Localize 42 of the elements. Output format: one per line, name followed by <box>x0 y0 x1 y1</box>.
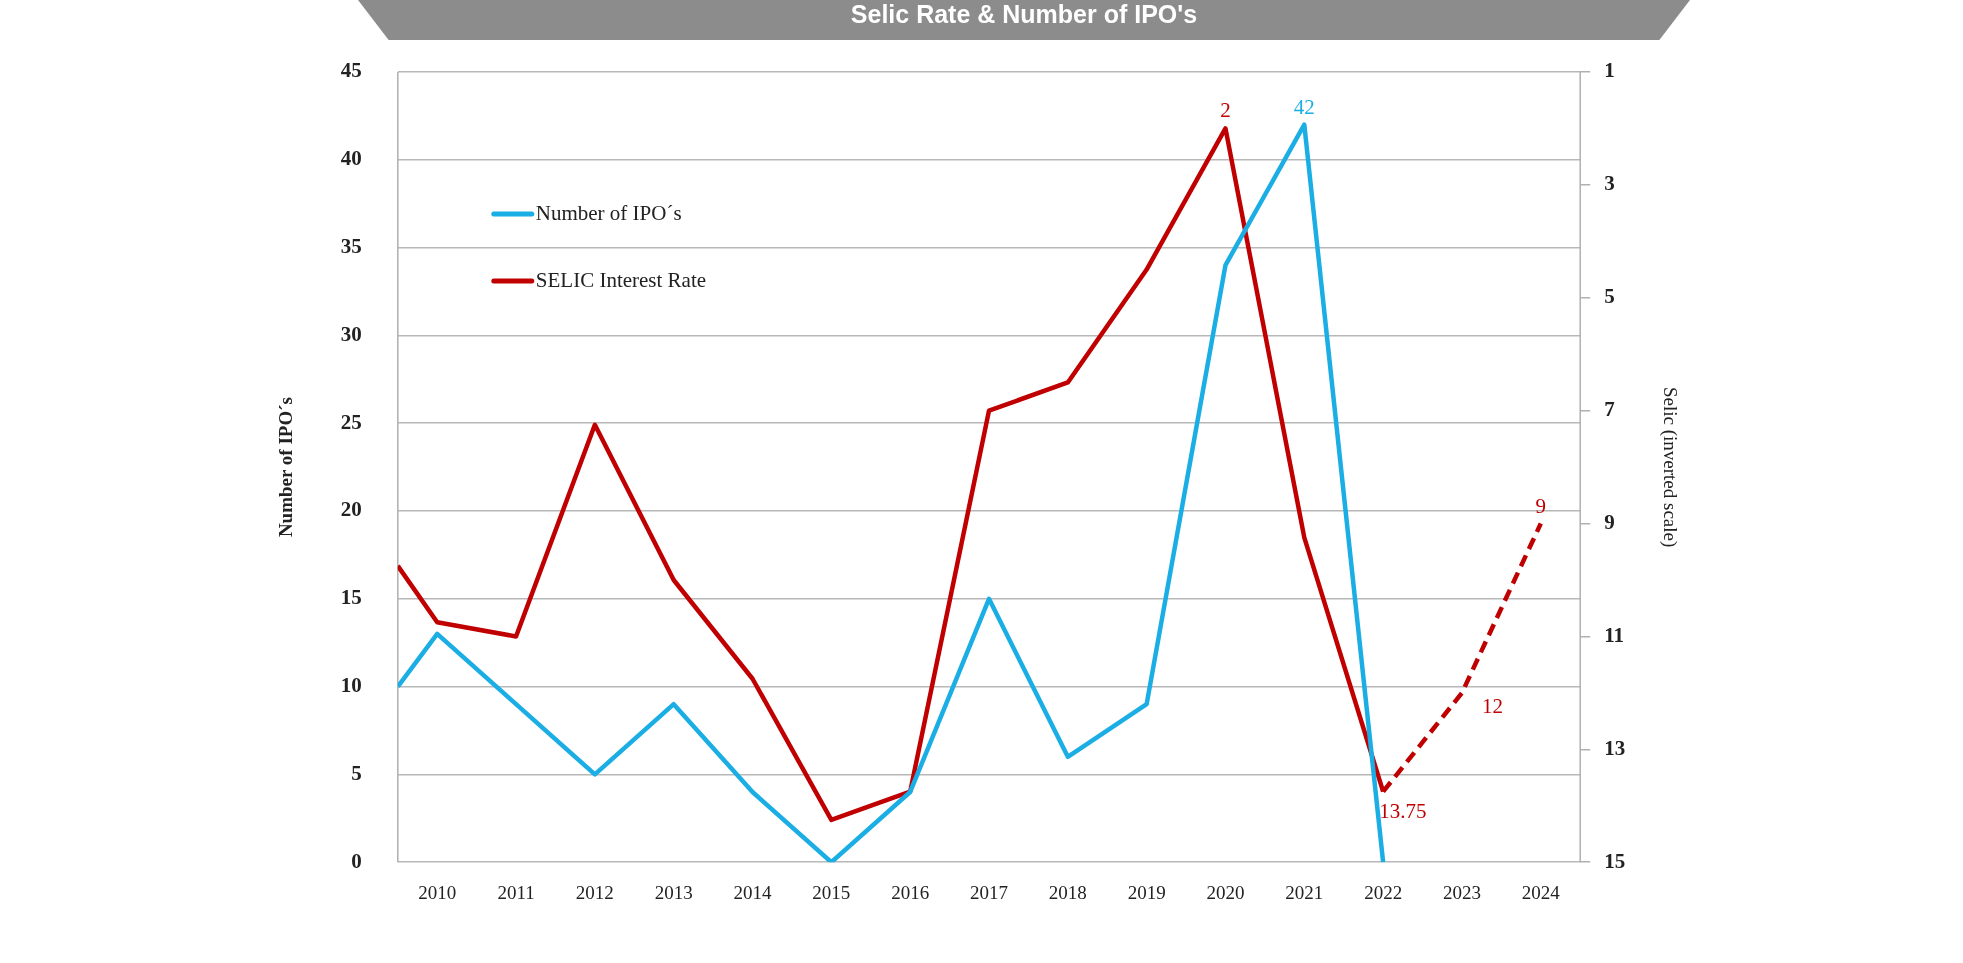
x-tick-label: 2015 <box>812 881 851 903</box>
x-tick-label: 2022 <box>1364 881 1403 903</box>
x-tick-label: 2012 <box>575 881 614 903</box>
y2-axis-title: Selic (inverted scale) <box>1658 386 1681 548</box>
y-tick-label: 40 <box>340 146 362 171</box>
y-tick-label: 0 <box>351 848 362 873</box>
x-tick-label: 2013 <box>654 881 693 903</box>
x-tick-label: 2016 <box>891 881 930 903</box>
legend-label: SELIC Interest Rate <box>535 267 707 292</box>
y2-tick-label: 15 <box>1604 848 1626 873</box>
data-label: 42 <box>1293 94 1315 119</box>
x-tick-label: 2014 <box>733 881 773 903</box>
y2-tick-label: 7 <box>1604 397 1615 422</box>
y2-tick-label: 1 <box>1604 58 1615 83</box>
x-tick-label: 2018 <box>1048 881 1087 903</box>
y-tick-label: 10 <box>340 673 362 698</box>
data-label: 12 <box>1481 693 1503 718</box>
data-label: 13.75 <box>1379 798 1427 823</box>
legend-label: Number of IPO´s <box>535 200 682 225</box>
data-label: 2 <box>1220 98 1231 123</box>
x-tick-label: 2019 <box>1127 881 1166 903</box>
y-tick-label: 35 <box>340 234 362 259</box>
y-tick-label: 15 <box>340 585 362 610</box>
x-tick-label: 2020 <box>1206 881 1245 903</box>
y-tick-label: 30 <box>340 321 362 346</box>
x-tick-label: 2011 <box>497 881 535 903</box>
y-tick-label: 5 <box>351 760 362 785</box>
y2-tick-label: 13 <box>1604 735 1626 760</box>
x-tick-label: 2024 <box>1521 881 1561 903</box>
x-tick-label: 2021 <box>1285 881 1324 903</box>
y-tick-label: 45 <box>340 58 362 83</box>
y2-tick-label: 5 <box>1604 284 1615 309</box>
y2-tick-label: 3 <box>1604 171 1615 196</box>
y-tick-label: 25 <box>340 409 362 434</box>
x-tick-label: 2017 <box>970 881 1008 903</box>
data-label: 9 <box>1535 493 1547 518</box>
y-tick-label: 20 <box>340 497 362 522</box>
y2-tick-label: 9 <box>1604 509 1615 534</box>
y2-tick-label: 11 <box>1604 622 1625 647</box>
x-tick-label: 2023 <box>1442 881 1481 903</box>
y-axis-title: Number of IPO´s <box>275 397 297 538</box>
x-tick-label: 2010 <box>418 881 457 903</box>
